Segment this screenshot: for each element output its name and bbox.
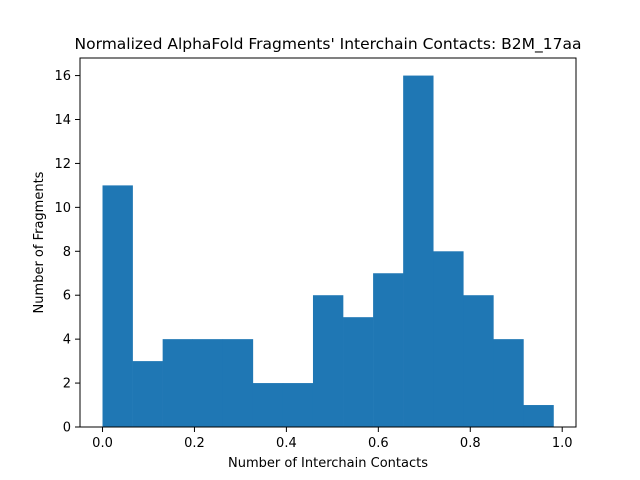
histogram-bar	[373, 273, 404, 427]
x-axis-ticks: 0.0 0.2 0.4 0.6 0.8 1.0	[92, 427, 573, 451]
y-axis-ticks: 0 2 4 6 8 10 12 14 16	[54, 69, 80, 436]
y-axis-label: Number of Fragments	[32, 171, 47, 313]
histogram-bar	[523, 405, 554, 427]
y-tick-label: 0	[63, 421, 71, 436]
y-tick-label: 4	[63, 333, 71, 348]
y-tick-label: 8	[63, 245, 71, 260]
x-tick-label: 0.6	[368, 436, 389, 451]
x-tick-label: 1.0	[552, 436, 573, 451]
y-tick-label: 2	[63, 377, 71, 392]
y-tick-label: 16	[54, 69, 71, 84]
x-tick-label: 0.2	[184, 436, 205, 451]
x-tick-label: 0.8	[460, 436, 481, 451]
x-axis-label: Number of Interchain Contacts	[228, 456, 428, 471]
histogram-bar	[102, 185, 133, 427]
histogram-bar	[282, 383, 314, 427]
x-tick-label: 0.0	[92, 436, 113, 451]
histogram-bar	[252, 383, 284, 427]
bars-group	[102, 75, 554, 427]
y-tick-label: 6	[63, 289, 71, 304]
chart-title: Normalized AlphaFold Fragments' Intercha…	[75, 35, 582, 54]
histogram-bar	[192, 339, 224, 427]
x-tick-label: 0.4	[276, 436, 297, 451]
histogram-bar	[162, 339, 194, 427]
y-tick-label: 14	[54, 113, 71, 128]
histogram-bar	[132, 361, 163, 427]
histogram-bar	[493, 339, 524, 427]
histogram-bar	[222, 339, 254, 427]
histogram-bar	[403, 75, 434, 427]
y-tick-label: 10	[54, 201, 71, 216]
histogram-bar	[433, 251, 464, 427]
y-tick-label: 12	[54, 157, 71, 172]
histogram-bar	[343, 317, 374, 427]
histogram-bar	[463, 295, 494, 427]
histogram-bar	[312, 295, 344, 427]
plot-frame	[79, 57, 577, 428]
